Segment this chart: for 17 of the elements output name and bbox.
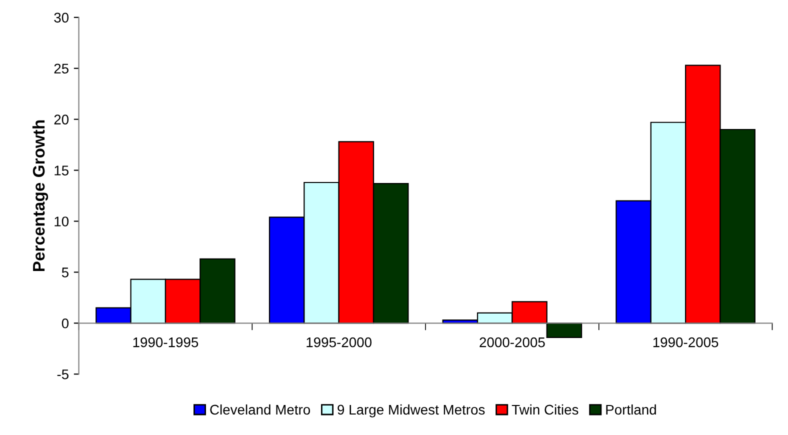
y-tick-label: 0 bbox=[62, 318, 69, 328]
x-tick-label: 1990-1995 bbox=[133, 337, 198, 348]
y-tick-label: -5 bbox=[57, 370, 68, 380]
y-tick-label: 5 bbox=[62, 268, 68, 278]
x-tick-label: 1995-2000 bbox=[306, 337, 372, 348]
y-tick-label: 20 bbox=[54, 114, 69, 124]
y-tick-label: 10 bbox=[54, 216, 69, 226]
y-tick-label: 25 bbox=[54, 64, 68, 74]
y-tick-label: 15 bbox=[54, 166, 68, 176]
legend-label: Cleveland Metro bbox=[210, 404, 310, 415]
y-axis-title: Percentage Growth bbox=[32, 120, 48, 272]
x-tick-label: 1990-2005 bbox=[653, 337, 718, 348]
legend-label: Twin Cities bbox=[512, 404, 578, 415]
x-tick-label: 2000-2005 bbox=[480, 337, 545, 348]
legend-label: 9 Large Midwest Metros bbox=[338, 404, 485, 418]
y-tick-label: 30 bbox=[54, 12, 69, 23]
legend-label: Portland bbox=[606, 404, 656, 415]
